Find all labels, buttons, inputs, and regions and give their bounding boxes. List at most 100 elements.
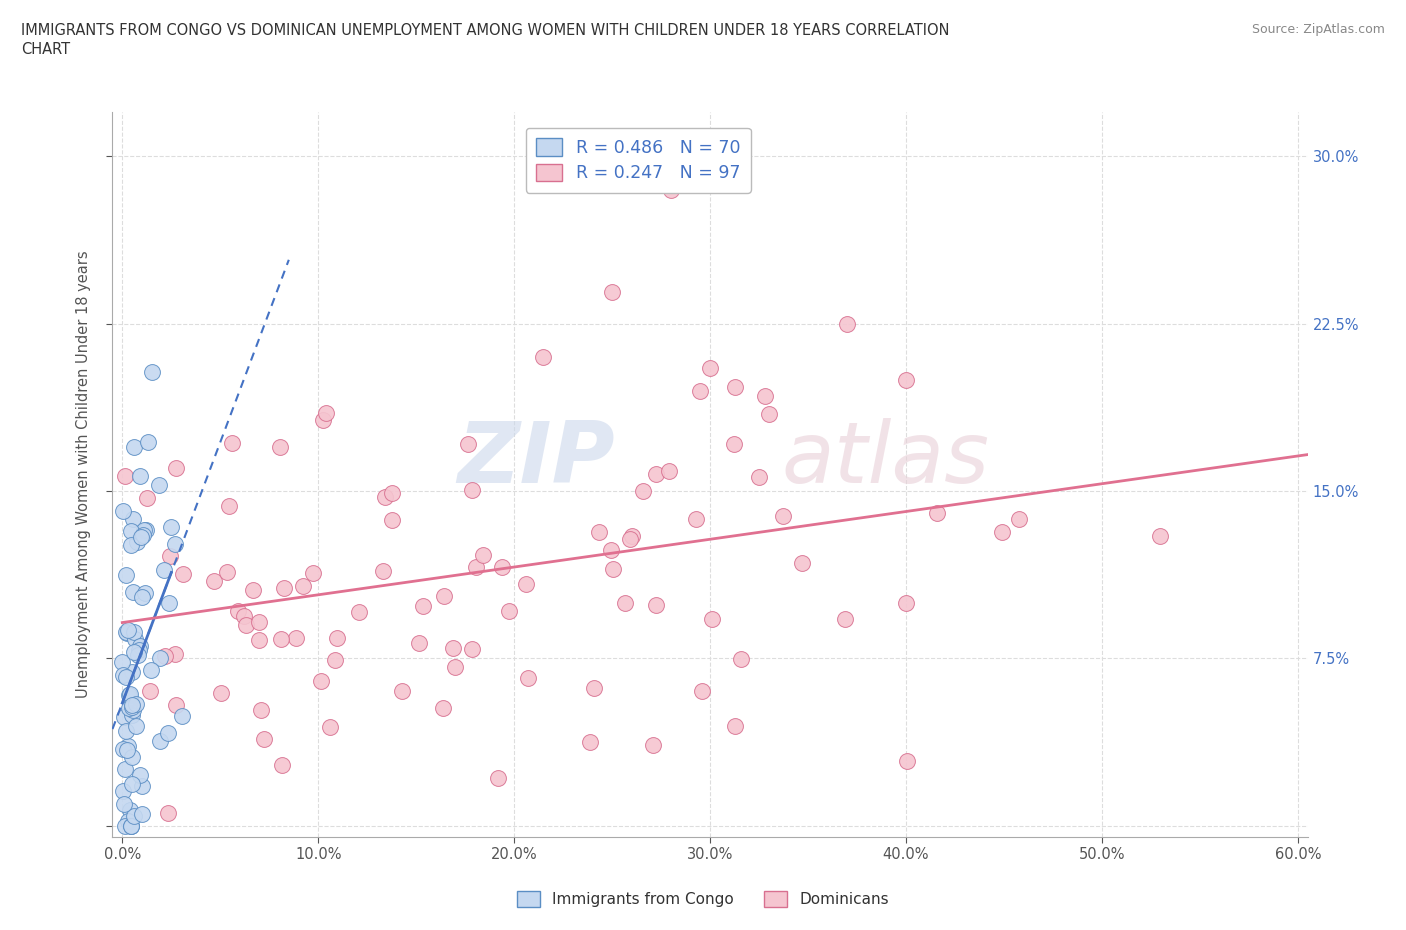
Point [284, 631, 307, 645]
Point [117, 738, 139, 753]
Point [129, 469, 152, 484]
Point [644, 598, 666, 613]
Point [209, 685, 232, 700]
Point [273, 581, 295, 596]
Text: Source: ZipAtlas.com: Source: ZipAtlas.com [1251, 23, 1385, 36]
Text: ZIP: ZIP [457, 418, 614, 501]
Point [160, 520, 183, 535]
Point [315, 405, 337, 420]
Point [120, 818, 142, 833]
Point [120, 524, 142, 538]
Point [578, 735, 600, 750]
Point [156, 726, 179, 741]
Point [172, 709, 194, 724]
Point [242, 583, 264, 598]
Point [894, 373, 917, 388]
Point [202, 573, 225, 588]
Point [115, 568, 138, 583]
Point [165, 646, 187, 661]
Point [253, 732, 276, 747]
Point [412, 599, 434, 614]
Point [1008, 512, 1031, 526]
Point [128, 638, 150, 653]
Point [250, 702, 273, 717]
Point [121, 708, 143, 723]
Point [471, 548, 494, 563]
Point [111, 655, 134, 670]
Point [631, 484, 654, 498]
Point [121, 700, 143, 715]
Point [132, 527, 155, 542]
Point [347, 604, 370, 619]
Point [689, 383, 711, 398]
Point [122, 625, 145, 640]
Point [326, 631, 349, 645]
Point [118, 687, 141, 702]
Point [685, 512, 707, 526]
Point [114, 762, 136, 777]
Point [925, 506, 948, 521]
Point [121, 702, 143, 717]
Point [602, 562, 624, 577]
Point [620, 528, 643, 543]
Point [111, 742, 134, 757]
Point [115, 624, 138, 639]
Point [149, 734, 172, 749]
Point [124, 632, 146, 647]
Point [301, 566, 323, 581]
Point [136, 490, 159, 505]
Point [121, 750, 143, 764]
Point [533, 350, 555, 365]
Point [432, 700, 454, 715]
Point [122, 644, 145, 659]
Point [837, 316, 859, 331]
Point [124, 440, 146, 455]
Point [692, 684, 714, 698]
Point [157, 595, 180, 610]
Point [226, 604, 249, 618]
Point [118, 686, 141, 701]
Point [381, 485, 404, 500]
Point [641, 738, 664, 753]
Point [582, 681, 605, 696]
Point [619, 531, 641, 546]
Point [461, 642, 484, 657]
Point [645, 467, 668, 482]
Point [112, 503, 135, 518]
Point [218, 498, 240, 513]
Point [702, 612, 724, 627]
Point [121, 698, 143, 712]
Point [122, 585, 145, 600]
Point [235, 618, 257, 632]
Point [114, 818, 136, 833]
Text: CHART: CHART [21, 42, 70, 57]
Point [291, 578, 314, 593]
Point [374, 489, 396, 504]
Point [165, 461, 187, 476]
Point [271, 757, 294, 772]
Point [131, 590, 153, 604]
Point [433, 589, 456, 604]
Point [991, 525, 1014, 539]
Point [129, 767, 152, 782]
Point [117, 743, 139, 758]
Text: IMMIGRANTS FROM CONGO VS DOMINICAN UNEMPLOYMENT AMONG WOMEN WITH CHILDREN UNDER : IMMIGRANTS FROM CONGO VS DOMINICAN UNEMP… [21, 23, 949, 38]
Point [131, 778, 153, 793]
Point [460, 483, 482, 498]
Point [118, 803, 141, 817]
Point [730, 652, 752, 667]
Point [135, 522, 157, 537]
Point [153, 649, 176, 664]
Point [124, 719, 146, 734]
Point [754, 389, 776, 404]
Point [309, 673, 332, 688]
Point [758, 406, 780, 421]
Point [125, 697, 148, 711]
Point [747, 470, 769, 485]
Point [132, 523, 155, 538]
Point [319, 720, 342, 735]
Text: atlas: atlas [782, 418, 990, 501]
Point [457, 436, 479, 451]
Point [120, 818, 142, 833]
Point [125, 535, 148, 550]
